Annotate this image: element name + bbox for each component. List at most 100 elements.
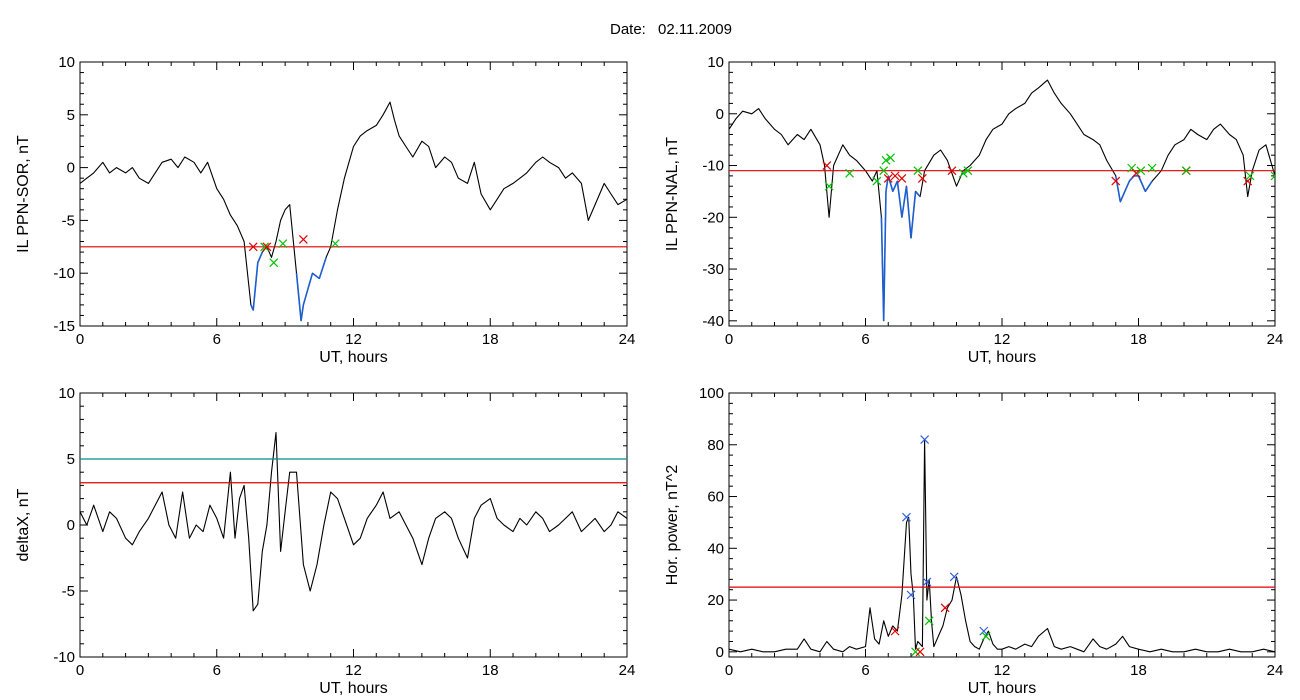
event-marker: [248, 242, 258, 252]
y-tick-label: 5: [67, 451, 75, 468]
highlight-segment: [252, 262, 259, 311]
highlight-segment: [257, 251, 264, 263]
y-tick-label: 0: [67, 160, 75, 177]
x-tick-label: 0: [76, 662, 84, 679]
y-tick-label: -30: [702, 261, 724, 278]
event-marker: [915, 647, 925, 657]
x-tick-label: 24: [1267, 662, 1284, 679]
event-marker: [1245, 171, 1255, 181]
chart-panel-ppn-sor: 0 6 12 18 24 -15 -10 -5 0 5 10 UT, hours IL PPN-SOR,…: [15, 54, 635, 366]
chart-panel-ppn-nal: 0 6 12 18 24 -40 -30 -20 -10 0 10 UT, hours IL PPN-N…: [664, 54, 1283, 366]
x-tick-label: 18: [1130, 331, 1147, 348]
highlight-segment: [892, 180, 899, 192]
event-marker: [924, 616, 934, 626]
event-marker: [879, 166, 889, 176]
event-marker: [278, 239, 288, 249]
highlight-segment: [1119, 191, 1126, 203]
event-marker: [872, 176, 882, 186]
plot-data: [80, 432, 627, 612]
x-tick-label: 12: [345, 331, 362, 348]
y-tick-label: 10: [58, 54, 75, 71]
highlight-segment: [311, 272, 320, 280]
event-marker: [1136, 166, 1146, 176]
highlight-segment: [882, 191, 887, 321]
y-tick-label: 5: [67, 107, 75, 124]
x-tick-label: 0: [76, 331, 84, 348]
y-tick-label: 60: [707, 489, 724, 506]
event-marker: [979, 626, 989, 636]
x-tick-label: 6: [861, 331, 869, 348]
plot-data: [80, 101, 627, 322]
plots-container: 0 6 12 18 24 -15 -10 -5 0 5 10 UT, hours IL PPN-SOR,…: [15, 54, 1283, 697]
event-marker: [890, 626, 900, 636]
chart-panel-deltax: 0 6 12 18 24 -10 -5 0 5 10 UT, hours deltaX, nT: [15, 385, 635, 697]
highlight-segment: [302, 288, 309, 306]
x-axis-label: UT, hours: [319, 349, 387, 366]
x-tick-label: 12: [994, 662, 1011, 679]
event-marker: [1111, 176, 1121, 186]
event-marker: [906, 590, 916, 600]
chart-panel-hor-power: 0 6 12 18 24 0 20 40 60 80 100 UT, hours Hor. power,…: [664, 385, 1283, 697]
y-axis-label: Hor. power, nT^2: [664, 465, 681, 586]
event-marker: [963, 166, 973, 176]
highlight-segment: [1137, 175, 1147, 192]
x-axis-label: UT, hours: [968, 349, 1036, 366]
y-tick-label: -20: [702, 209, 724, 226]
event-marker: [1131, 168, 1141, 178]
event-marker: [1270, 171, 1275, 181]
x-tick-label: 18: [482, 662, 499, 679]
highlight-segment: [307, 272, 314, 290]
y-tick-label: -40: [702, 313, 724, 330]
plot-frame: [728, 61, 1276, 327]
y-axis-label: IL PPN-SOR, nT: [15, 135, 32, 253]
highlight-segment: [905, 186, 912, 239]
x-tick-label: 24: [619, 331, 636, 348]
highlight-segment: [910, 191, 917, 239]
event-marker: [298, 234, 308, 244]
event-marker: [981, 631, 991, 641]
x-tick-label: 6: [861, 662, 869, 679]
event-marker: [958, 168, 968, 178]
date-label: Date:: [610, 21, 646, 38]
highlight-segment: [896, 180, 903, 218]
y-tick-label: -10: [702, 158, 724, 175]
event-marker: [886, 153, 895, 163]
x-tick-label: 18: [1130, 662, 1147, 679]
event-marker: [260, 242, 270, 252]
y-axis-label: IL PPN-NAL, nT: [664, 137, 681, 251]
y-tick-label: -10: [53, 649, 75, 666]
event-marker: [824, 181, 834, 191]
event-marker: [947, 166, 957, 176]
y-tick-label: 0: [716, 106, 724, 123]
x-tick-label: 24: [619, 662, 636, 679]
y-tick-label: 0: [716, 644, 724, 661]
plot-frame: [79, 61, 628, 327]
event-marker: [902, 512, 911, 522]
event-marker: [940, 603, 950, 613]
series-line: [729, 79, 1275, 322]
y-tick-label: 80: [707, 437, 724, 454]
event-marker: [1147, 163, 1157, 173]
event-marker: [881, 155, 891, 165]
x-axis-label: UT, hours: [968, 680, 1036, 697]
series-line: [80, 101, 627, 322]
x-axis-label: UT, hours: [319, 680, 387, 697]
x-tick-label: 12: [994, 331, 1011, 348]
event-marker: [922, 577, 932, 587]
event-marker: [897, 174, 907, 183]
event-marker: [1181, 166, 1191, 176]
series-line: [729, 439, 1275, 653]
event-marker: [920, 435, 930, 445]
x-tick-label: 24: [1267, 331, 1284, 348]
y-tick-label: -5: [62, 583, 75, 600]
y-tick-label: -15: [53, 318, 75, 335]
event-marker: [917, 174, 927, 183]
x-tick-label: 0: [725, 662, 733, 679]
event-marker: [262, 242, 272, 252]
y-tick-label: 10: [707, 54, 724, 71]
highlight-segment: [914, 190, 921, 198]
y-tick-label: 0: [67, 517, 75, 534]
y-tick-label: -10: [53, 265, 75, 282]
y-tick-label: -5: [62, 212, 75, 229]
